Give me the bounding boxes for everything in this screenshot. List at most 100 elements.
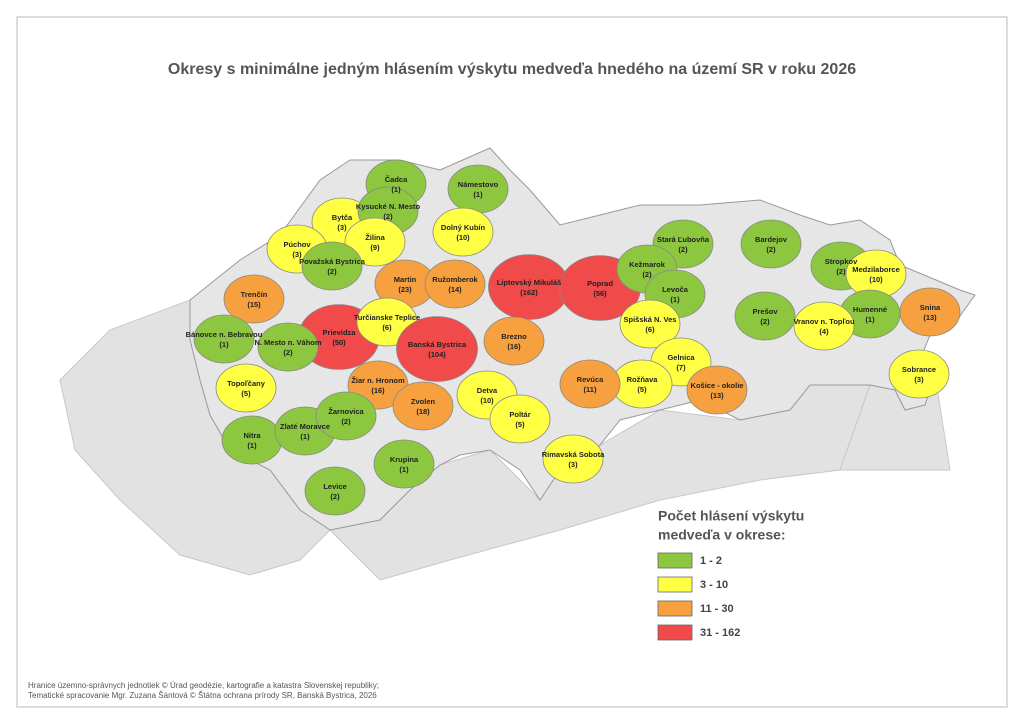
district-shapes bbox=[193, 159, 961, 516]
footer-note: Tematické spracovanie Mgr. Zuzana Šántov… bbox=[28, 691, 377, 700]
district-count: (2) bbox=[836, 267, 846, 276]
district bbox=[740, 219, 802, 269]
footer-note: Hranice územno-správnych jednotiek © Úra… bbox=[28, 681, 379, 690]
district-count: (3) bbox=[337, 223, 347, 232]
district-count: (9) bbox=[370, 243, 380, 252]
district-count: (3) bbox=[292, 250, 302, 259]
district-name: Púchov bbox=[283, 240, 311, 249]
district-name: Žiar n. Hronom bbox=[351, 376, 405, 385]
district-count: (1) bbox=[219, 340, 229, 349]
district-name: Dolný Kubín bbox=[441, 223, 486, 232]
legend-title: Počet hlásení výskytu bbox=[658, 508, 804, 524]
district-name: Poprad bbox=[587, 279, 613, 288]
district bbox=[686, 365, 748, 415]
district bbox=[888, 349, 950, 399]
district-count: (2) bbox=[678, 245, 688, 254]
district bbox=[223, 274, 285, 324]
district-labels: Čadca(1)Námestovo(1)Bytča(3)Kysucké N. M… bbox=[186, 175, 941, 501]
district-count: (2) bbox=[330, 492, 340, 501]
district bbox=[304, 466, 366, 516]
district-count: (15) bbox=[247, 300, 261, 309]
district-count: (13) bbox=[710, 391, 724, 400]
district-name: Levice bbox=[323, 482, 346, 491]
district-count: (1) bbox=[670, 295, 680, 304]
district-name: Liptovský Mikuláš bbox=[497, 278, 562, 287]
district-count: (56) bbox=[593, 289, 607, 298]
district bbox=[315, 391, 377, 441]
district-name: Krupina bbox=[390, 455, 419, 464]
district bbox=[215, 363, 277, 413]
district-name: Revúca bbox=[577, 375, 605, 384]
district-count: (16) bbox=[507, 342, 521, 351]
district-count: (10) bbox=[480, 396, 494, 405]
district-count: (2) bbox=[642, 270, 652, 279]
district bbox=[559, 359, 621, 409]
district-count: (2) bbox=[327, 267, 337, 276]
district-name: Martin bbox=[394, 275, 417, 284]
district-name: Stará Ľubovňa bbox=[657, 235, 710, 244]
district-count: (2) bbox=[383, 212, 393, 221]
legend-label: 11 - 30 bbox=[700, 603, 734, 615]
district-count: (5) bbox=[637, 385, 647, 394]
legend-label: 1 - 2 bbox=[700, 555, 722, 567]
district-name: Rimavská Sobota bbox=[542, 450, 605, 459]
district-count: (1) bbox=[300, 432, 310, 441]
district-count: (5) bbox=[515, 420, 525, 429]
district-count: (1) bbox=[247, 441, 257, 450]
district-count: (11) bbox=[584, 385, 597, 394]
district-count: (23) bbox=[398, 285, 412, 294]
district-name: Trenčín bbox=[241, 290, 268, 299]
district-name: Bardejov bbox=[755, 235, 788, 244]
district-count: (4) bbox=[819, 327, 829, 336]
district-count: (3) bbox=[568, 460, 578, 469]
district bbox=[734, 291, 796, 341]
district-count: (1) bbox=[865, 315, 875, 324]
district-name: Považská Bystrica bbox=[299, 257, 366, 266]
district-name: Snina bbox=[920, 303, 941, 312]
district bbox=[193, 314, 255, 364]
district-name: N. Mesto n. Váhom bbox=[254, 338, 321, 347]
district-count: (10) bbox=[869, 275, 883, 284]
district-count: (13) bbox=[923, 313, 937, 322]
district-name: Žarnovica bbox=[328, 407, 364, 416]
district-count: (6) bbox=[645, 325, 655, 334]
district-count: (2) bbox=[766, 245, 776, 254]
district bbox=[483, 316, 545, 366]
district-name: Čadca bbox=[385, 175, 408, 184]
district bbox=[257, 322, 319, 372]
district bbox=[424, 259, 486, 309]
district-name: Vranov n. Topľou bbox=[793, 317, 855, 326]
district-name: Rožňava bbox=[627, 375, 659, 384]
district-name: Prievidza bbox=[323, 328, 357, 337]
legend: 1 - 2 3 - 10 11 - 30 31 - 162 bbox=[657, 552, 740, 641]
district-name: Sobrance bbox=[902, 365, 936, 374]
district-count: (14) bbox=[448, 285, 462, 294]
district-name: Kežmarok bbox=[629, 260, 666, 269]
district bbox=[344, 217, 406, 267]
district-count: (3) bbox=[914, 375, 924, 384]
district-name: Medzilaborce bbox=[852, 265, 900, 274]
district-name: Žilina bbox=[365, 233, 385, 242]
legend-label: 3 - 10 bbox=[700, 579, 728, 591]
district-count: (1) bbox=[473, 190, 483, 199]
district-name: Zlaté Moravce bbox=[280, 422, 330, 431]
districts: Čadca(1)Námestovo(1)Bytča(3)Kysucké N. M… bbox=[186, 159, 961, 516]
district bbox=[793, 301, 855, 351]
district-name: Nitra bbox=[243, 431, 261, 440]
legend-swatch bbox=[657, 624, 693, 641]
district-count: (6) bbox=[382, 323, 392, 332]
legend-swatch bbox=[657, 552, 693, 569]
district-name: Zvolen bbox=[411, 397, 436, 406]
district-count: (5) bbox=[241, 389, 251, 398]
district-count: (50) bbox=[332, 338, 346, 347]
map-title: Okresy s minimálne jedným hlásením výsky… bbox=[168, 61, 856, 78]
district-name: Prešov bbox=[752, 307, 778, 316]
district bbox=[542, 434, 604, 484]
district-count: (104) bbox=[428, 350, 446, 359]
district-name: Brezno bbox=[501, 332, 527, 341]
district bbox=[432, 207, 494, 257]
district bbox=[489, 394, 551, 444]
district bbox=[373, 439, 435, 489]
district-name: Detva bbox=[477, 386, 498, 395]
